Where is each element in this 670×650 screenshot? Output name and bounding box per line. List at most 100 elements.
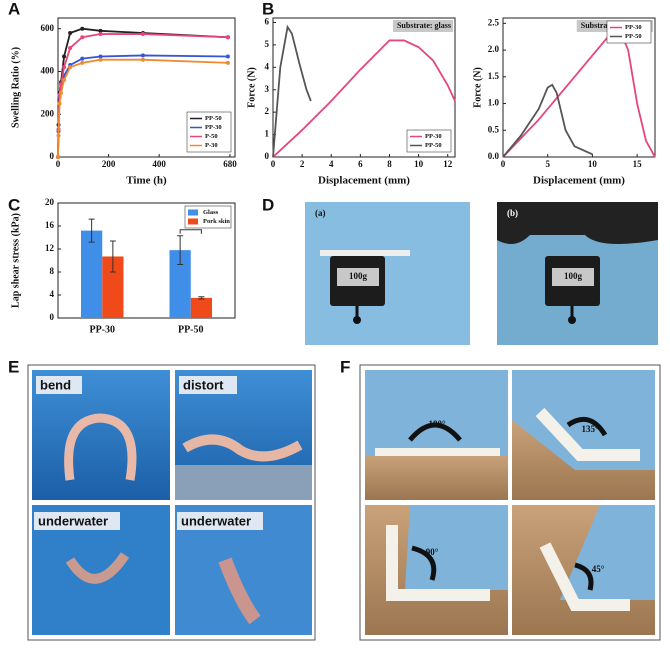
plot-frame — [502, 17, 656, 158]
x-axis-label: Displacement (mm) — [318, 175, 410, 187]
x-axis-label: Time (h) — [126, 175, 167, 187]
y-axis-label: Lap shear stress (kPa) — [10, 213, 21, 308]
y-tick-label: 5 — [265, 39, 270, 49]
caption: underwater — [38, 513, 108, 528]
panel-d: D (a) 100g (b) 100g — [262, 195, 658, 345]
legend-label: PP-30 — [205, 124, 222, 131]
point — [68, 30, 73, 35]
point — [56, 155, 60, 159]
point — [80, 35, 85, 40]
caption: underwater — [181, 513, 251, 528]
legend-box — [606, 20, 652, 44]
x-tick-label: 0 — [271, 159, 276, 169]
x-tick-label: 10 — [588, 159, 598, 169]
weight-text: 100g — [349, 271, 368, 281]
x-tick-label: 10 — [414, 159, 424, 169]
table — [175, 465, 312, 500]
y-tick-label: 200 — [41, 108, 55, 118]
hook — [568, 316, 576, 324]
chart-title: Substrate: glass — [397, 21, 451, 30]
y-axis-label: Force (N) — [472, 67, 483, 108]
x-tick-label: 680 — [223, 159, 237, 169]
sample — [182, 434, 303, 462]
point — [140, 32, 145, 37]
y-tick-label: 20 — [45, 197, 55, 207]
bar — [102, 256, 124, 318]
y-tick-label: 0 — [265, 151, 270, 161]
y-tick-label: 3 — [265, 84, 270, 94]
point — [57, 101, 62, 106]
point — [225, 54, 230, 59]
skin — [512, 420, 655, 500]
title-box — [392, 20, 453, 32]
caption: bend — [40, 377, 71, 392]
angle: 135° — [581, 424, 599, 434]
sample — [64, 413, 137, 481]
plot-frame — [57, 17, 236, 158]
photo — [305, 202, 470, 345]
fixture — [497, 202, 658, 244]
x-tick-label: PP-30 — [89, 324, 115, 335]
series-line — [272, 39, 456, 158]
x-tick-label: 8 — [387, 159, 392, 169]
point — [98, 28, 103, 33]
x-tick-label: 5 — [545, 159, 550, 169]
weight-text: 100g — [564, 271, 583, 281]
angle: 45° — [592, 564, 605, 574]
y-axis-label: Force (N) — [246, 67, 257, 108]
plot-frame — [57, 202, 236, 319]
caption-box — [179, 376, 237, 394]
legend-swatch — [188, 218, 198, 225]
legend-label: PP-50 — [625, 33, 642, 40]
legend-box — [406, 129, 452, 153]
sample — [65, 552, 130, 584]
y-tick-label: 1.5 — [488, 71, 500, 81]
photo-label: (b) — [507, 208, 518, 218]
point — [68, 45, 73, 50]
panel-f: F 180° 135° 90° 45° — [340, 357, 661, 641]
y-axis-label: Swelling Ratio (%) — [10, 47, 21, 128]
y-tick-label: 0 — [50, 312, 55, 322]
point — [68, 65, 73, 70]
panel-letter: A — [8, 0, 20, 18]
panel-letter: C — [8, 195, 20, 214]
x-tick-label: 2 — [300, 159, 305, 169]
x-tick-label: 12 — [443, 159, 453, 169]
point — [98, 54, 103, 59]
panel-letter: F — [340, 357, 350, 376]
y-tick-label: 1 — [265, 129, 270, 139]
photo-label: (a) — [315, 208, 326, 218]
y-tick-label: 2 — [265, 106, 270, 116]
point — [62, 78, 67, 83]
point — [80, 60, 85, 65]
significance-bracket — [179, 229, 202, 234]
point — [140, 57, 145, 62]
y-tick-label: 8 — [50, 266, 55, 276]
y-tick-label: 600 — [41, 23, 55, 33]
x-tick-label: 400 — [152, 159, 166, 169]
point — [80, 56, 85, 61]
panel-letter: B — [262, 0, 274, 18]
legend-label: P-30 — [205, 142, 218, 149]
point — [98, 57, 103, 62]
skin — [365, 455, 508, 500]
legend-swatch — [188, 209, 198, 216]
point — [225, 60, 230, 65]
point — [140, 53, 145, 58]
x-tick-label: 200 — [102, 159, 116, 169]
y-tick-label: 2.5 — [488, 17, 500, 27]
caption-box — [177, 512, 263, 530]
caption-box — [36, 376, 82, 394]
legend-label: Pork skin — [203, 218, 230, 225]
angle: 90° — [426, 547, 439, 557]
skin — [365, 505, 508, 635]
bar — [190, 297, 212, 318]
arrow — [411, 545, 437, 581]
x-tick-label: 0 — [56, 159, 61, 169]
sample-strip — [320, 250, 410, 256]
legend-label: PP-50 — [425, 142, 442, 149]
point — [62, 65, 67, 70]
angle: 180° — [428, 419, 446, 429]
y-tick-label: 16 — [45, 220, 55, 230]
